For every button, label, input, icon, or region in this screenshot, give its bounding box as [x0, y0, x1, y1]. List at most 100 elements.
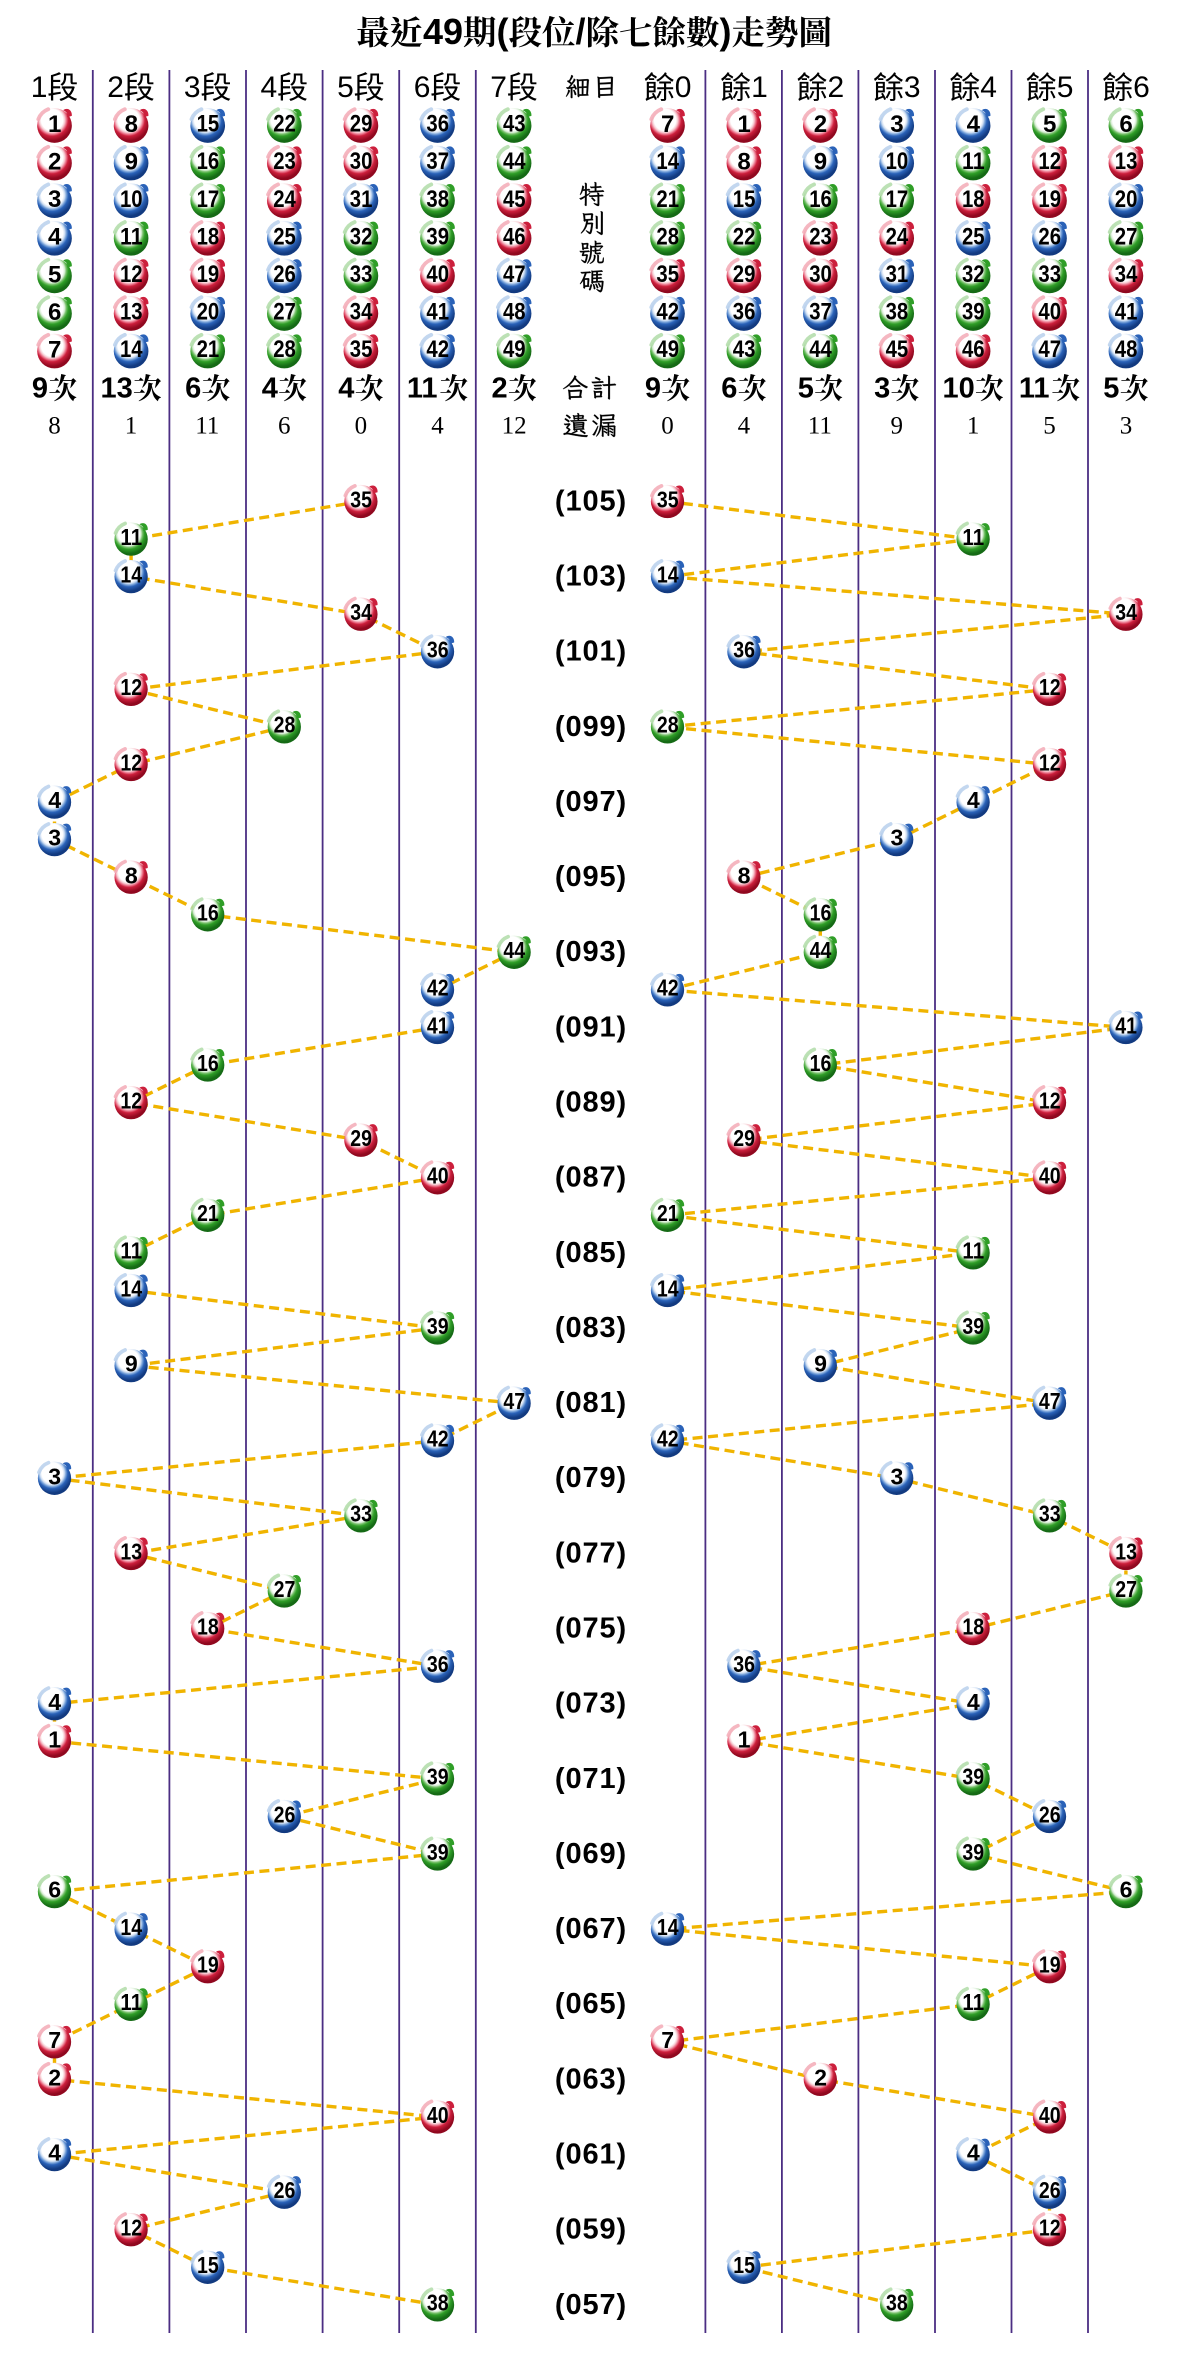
svg-text:4: 4 — [261, 71, 278, 104]
svg-text:45: 45 — [503, 186, 526, 213]
svg-text:8: 8 — [125, 111, 138, 138]
svg-text:6: 6 — [185, 373, 201, 405]
svg-text:12: 12 — [120, 674, 142, 700]
svg-text:26: 26 — [1039, 2177, 1061, 2203]
svg-text:15: 15 — [733, 2252, 755, 2278]
svg-text:27: 27 — [273, 299, 296, 326]
svg-text:11: 11 — [962, 148, 985, 175]
svg-text:10: 10 — [943, 373, 975, 405]
svg-text:8: 8 — [738, 862, 751, 888]
svg-text:12: 12 — [120, 749, 142, 775]
svg-text:35: 35 — [656, 261, 679, 288]
svg-text:12: 12 — [120, 261, 143, 288]
svg-text:/: / — [576, 11, 586, 52]
svg-text:29: 29 — [350, 1125, 372, 1151]
svg-text:21: 21 — [197, 336, 220, 363]
svg-text:40: 40 — [1039, 1163, 1061, 1189]
svg-text:4: 4 — [967, 787, 980, 813]
svg-text:3: 3 — [48, 186, 61, 213]
svg-text:32: 32 — [962, 261, 985, 288]
svg-text:31: 31 — [350, 186, 373, 213]
svg-text:8: 8 — [48, 413, 61, 440]
svg-text:25: 25 — [962, 223, 985, 250]
svg-text:23: 23 — [273, 148, 296, 175]
svg-text:22: 22 — [733, 223, 756, 250]
svg-text:25: 25 — [273, 223, 296, 250]
svg-text:(077): (077) — [555, 1537, 627, 1569]
svg-text:49: 49 — [423, 11, 463, 52]
svg-text:1: 1 — [48, 1726, 61, 1752]
svg-text:26: 26 — [274, 2177, 296, 2203]
svg-text:(085): (085) — [555, 1237, 627, 1269]
svg-text:(103): (103) — [555, 561, 627, 593]
svg-text:37: 37 — [426, 148, 449, 175]
svg-text:12: 12 — [502, 413, 527, 440]
svg-text:6: 6 — [1133, 71, 1150, 104]
svg-text:3: 3 — [890, 111, 903, 138]
svg-text:14: 14 — [657, 1275, 679, 1301]
svg-text:(073): (073) — [555, 1688, 627, 1720]
svg-text:3: 3 — [48, 825, 61, 851]
svg-text:4: 4 — [967, 2140, 980, 2166]
svg-text:(097): (097) — [555, 786, 627, 818]
svg-text:47: 47 — [1038, 336, 1061, 363]
svg-text:0: 0 — [675, 71, 692, 104]
svg-text:(081): (081) — [555, 1387, 627, 1419]
svg-text:2: 2 — [48, 2065, 61, 2091]
svg-text:11: 11 — [120, 223, 143, 250]
svg-text:6: 6 — [721, 373, 737, 405]
svg-text:29: 29 — [733, 1125, 755, 1151]
svg-text:30: 30 — [350, 148, 373, 175]
svg-text:19: 19 — [1039, 1952, 1061, 1978]
svg-text:38: 38 — [886, 299, 909, 326]
svg-text:28: 28 — [656, 223, 679, 250]
svg-text:38: 38 — [427, 2290, 449, 2316]
svg-text:11: 11 — [1019, 373, 1050, 405]
svg-text:19: 19 — [197, 261, 220, 288]
svg-text:(089): (089) — [555, 1087, 627, 1119]
svg-text:47: 47 — [1039, 1388, 1061, 1414]
svg-text:39: 39 — [426, 223, 449, 250]
svg-text:39: 39 — [962, 299, 985, 326]
svg-text:26: 26 — [274, 1801, 296, 1827]
svg-text:27: 27 — [274, 1576, 296, 1602]
svg-text:4: 4 — [48, 787, 61, 813]
svg-text:6: 6 — [414, 71, 431, 104]
svg-text:(: ( — [497, 11, 509, 52]
svg-text:0: 0 — [661, 413, 674, 440]
svg-text:3: 3 — [904, 71, 921, 104]
svg-text:13: 13 — [1115, 1538, 1137, 1564]
svg-text:8: 8 — [737, 148, 750, 175]
svg-text:43: 43 — [503, 111, 526, 138]
svg-text:(075): (075) — [555, 1613, 627, 1645]
svg-text:40: 40 — [426, 261, 449, 288]
svg-text:15: 15 — [733, 186, 756, 213]
svg-text:40: 40 — [427, 2102, 449, 2128]
svg-text:5: 5 — [1043, 413, 1056, 440]
svg-text:47: 47 — [503, 1388, 525, 1414]
svg-text:42: 42 — [427, 1426, 449, 1452]
svg-text:46: 46 — [503, 223, 526, 250]
svg-text:7: 7 — [490, 71, 507, 104]
svg-text:1: 1 — [31, 71, 48, 104]
svg-text:23: 23 — [809, 223, 832, 250]
svg-text:7: 7 — [48, 336, 61, 363]
svg-text:11: 11 — [120, 1989, 142, 2015]
svg-text:48: 48 — [503, 299, 526, 326]
svg-text:43: 43 — [733, 336, 756, 363]
svg-text:15: 15 — [197, 2252, 219, 2278]
svg-text:16: 16 — [810, 900, 832, 926]
svg-text:12: 12 — [1038, 148, 1061, 175]
svg-text:4: 4 — [48, 224, 62, 251]
svg-text:4: 4 — [338, 373, 354, 405]
svg-text:(061): (061) — [555, 2139, 627, 2171]
svg-text:34: 34 — [350, 599, 372, 625]
svg-text:36: 36 — [733, 299, 756, 326]
svg-text:6: 6 — [48, 1877, 61, 1903]
svg-text:17: 17 — [197, 186, 220, 213]
svg-text:11: 11 — [808, 413, 832, 440]
svg-text:(099): (099) — [555, 711, 627, 743]
svg-text:7: 7 — [661, 111, 674, 138]
svg-text:(057): (057) — [555, 2289, 627, 2321]
svg-text:5: 5 — [1103, 373, 1119, 405]
